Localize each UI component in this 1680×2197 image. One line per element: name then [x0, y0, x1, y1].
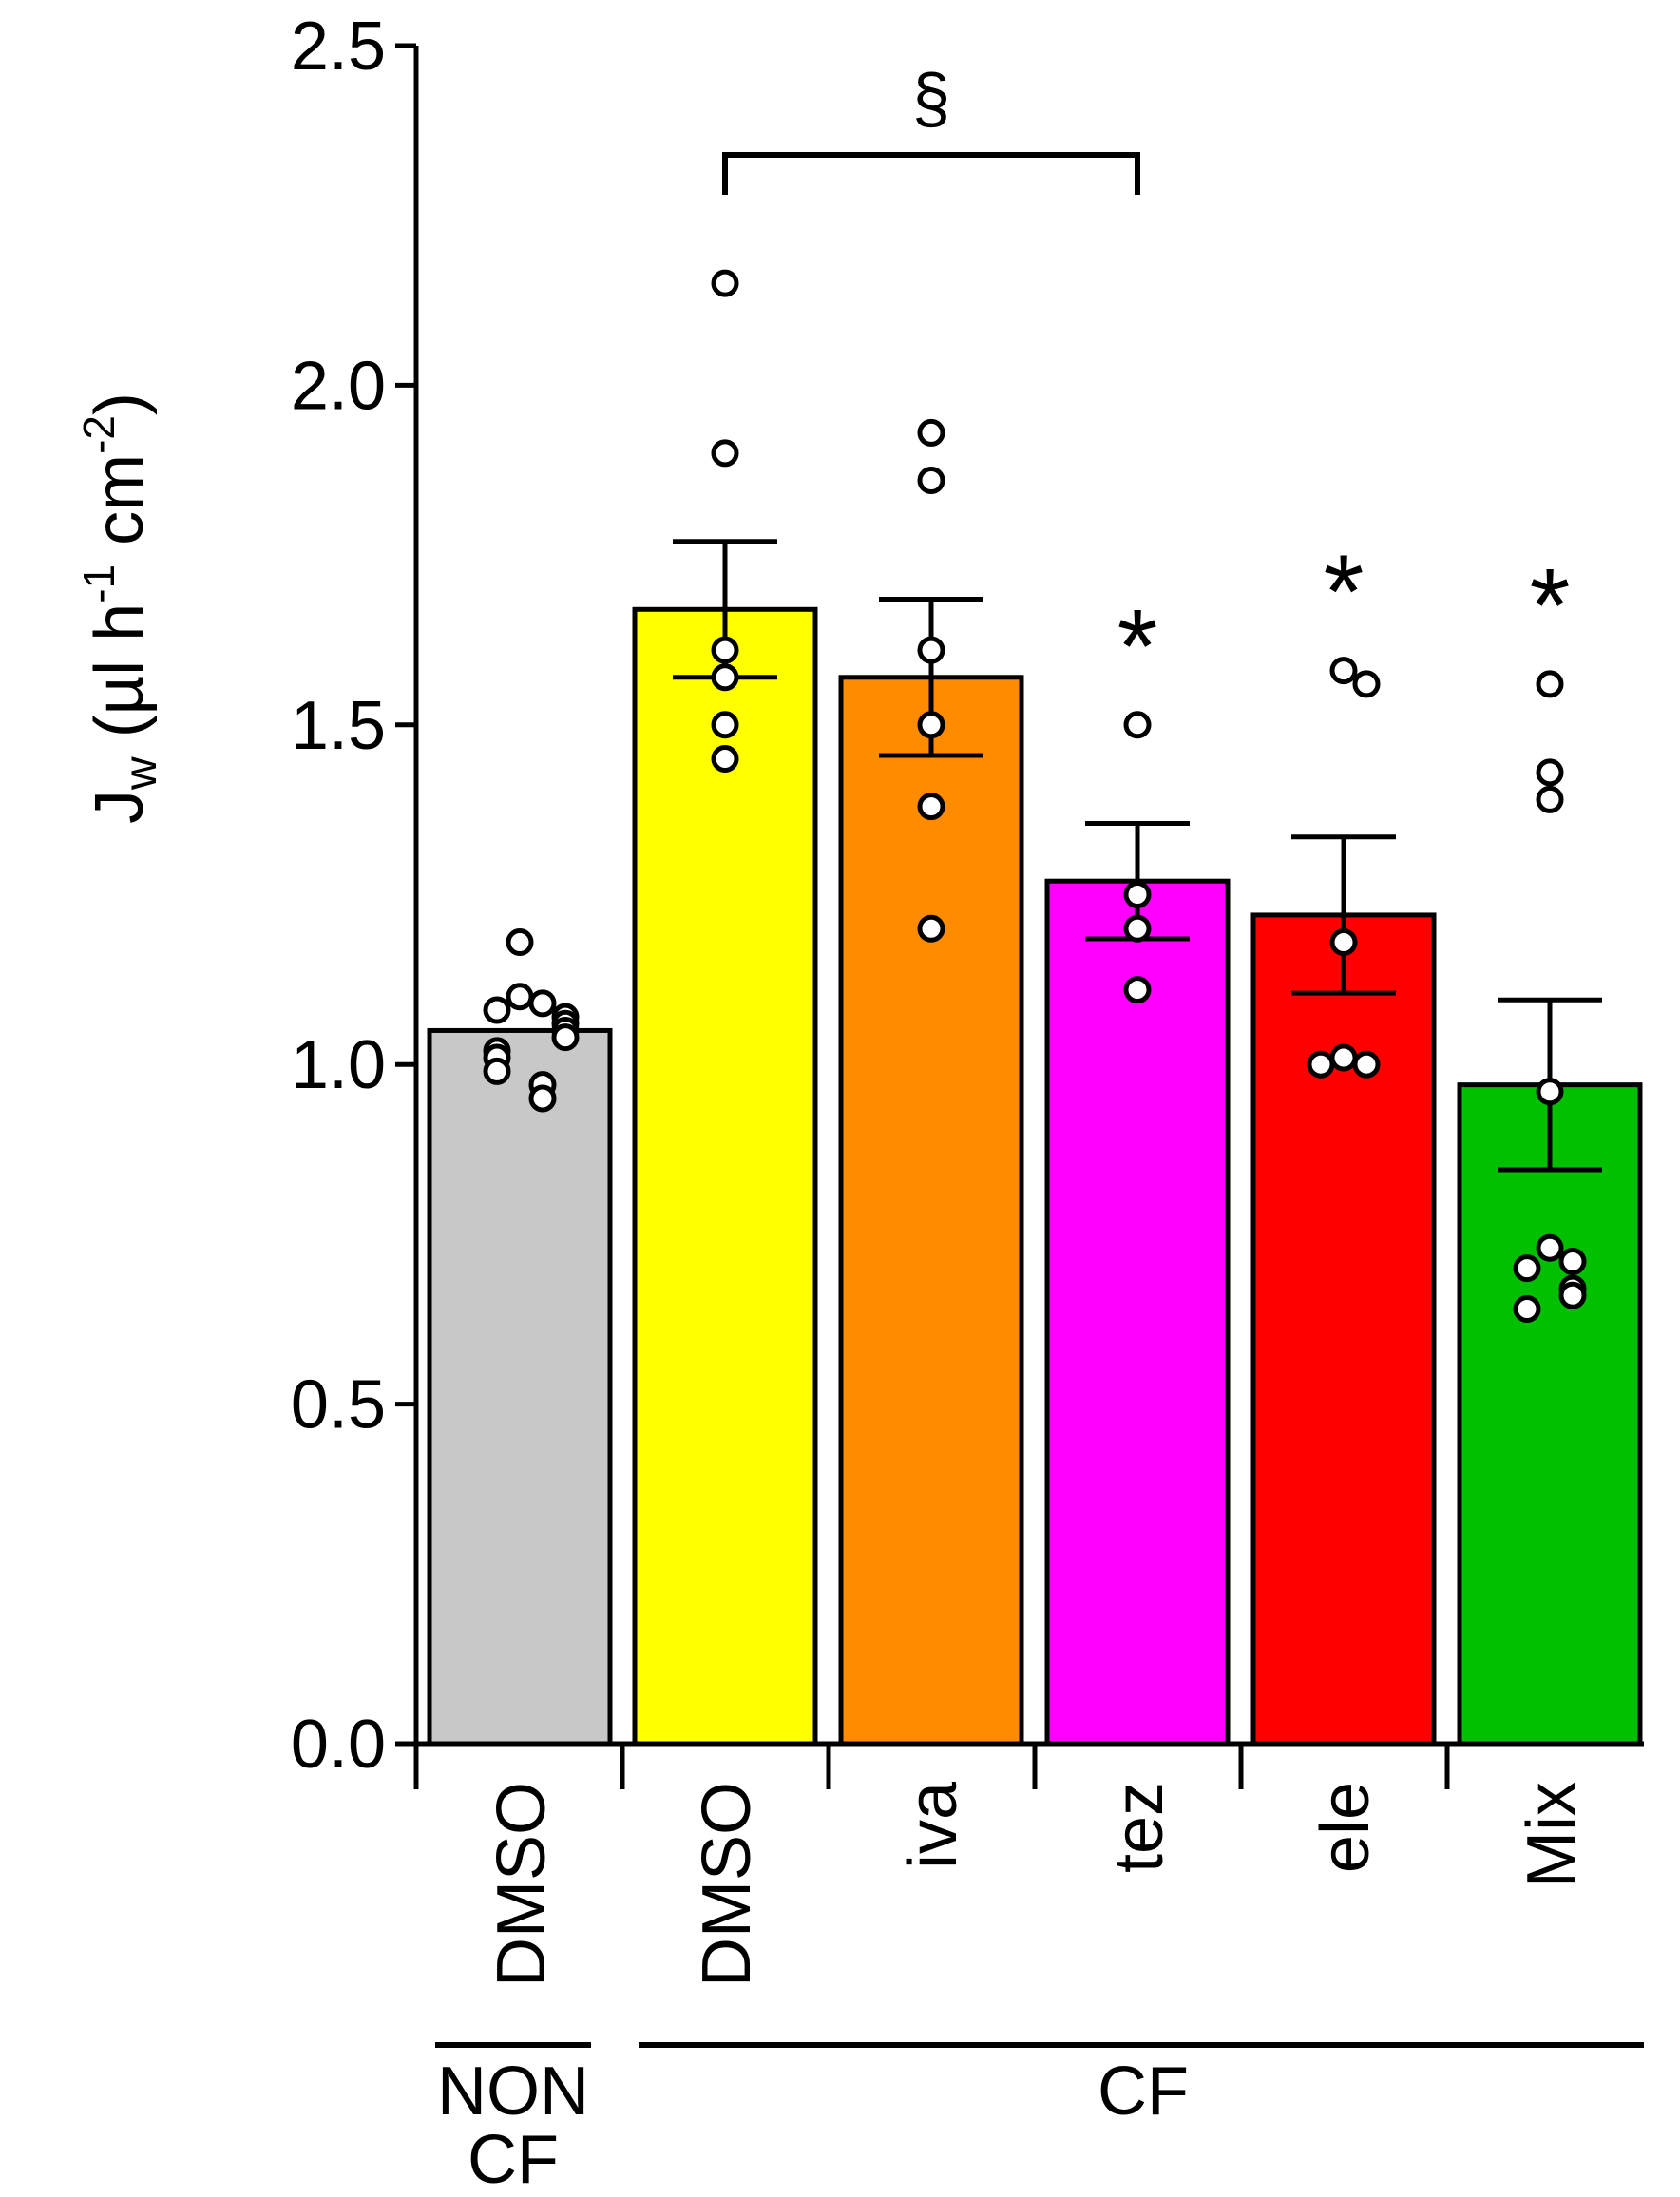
y-axis-title: Jw (µl h-1 cm-2): [74, 392, 166, 824]
data-point: [1536, 670, 1564, 698]
significance-bracket: [722, 152, 1140, 195]
x-category-label: ele: [1308, 1782, 1384, 1873]
data-point: [711, 439, 739, 468]
data-point: [1536, 1233, 1564, 1262]
bar: [1457, 1082, 1643, 1747]
data-point: [1558, 1281, 1587, 1309]
group-label: NON: [437, 2054, 589, 2130]
bar: [632, 606, 818, 1747]
bar: [427, 1027, 613, 1747]
data-point: [551, 1023, 580, 1052]
significance-star: *: [1530, 547, 1571, 664]
bar: [1250, 912, 1437, 1747]
y-tick-label: 2.0: [291, 348, 386, 424]
data-point: [1513, 1254, 1541, 1283]
data-point: [1329, 657, 1358, 685]
y-tick-label: 0.5: [291, 1367, 386, 1443]
bar: [1044, 878, 1231, 1747]
data-point: [1352, 670, 1381, 698]
x-category-label: iva: [895, 1781, 971, 1869]
data-point: [917, 914, 945, 943]
data-point: [917, 793, 945, 821]
data-point: [711, 663, 739, 692]
data-point: [1536, 758, 1564, 787]
data-point: [917, 711, 945, 739]
data-point: [917, 466, 945, 494]
data-point: [1352, 1050, 1381, 1079]
data-point: [506, 928, 534, 957]
data-point: [483, 996, 511, 1024]
data-point: [483, 1057, 511, 1085]
data-point: [711, 269, 739, 297]
x-category-label: tez: [1101, 1782, 1177, 1873]
data-point: [1536, 1078, 1564, 1106]
data-point: [917, 636, 945, 664]
data-point: [1513, 1295, 1541, 1324]
data-point: [711, 636, 739, 664]
y-tick-label: 2.5: [291, 9, 386, 85]
significance-star: *: [1324, 534, 1365, 651]
bar: [838, 675, 1024, 1747]
data-point: [1307, 1050, 1335, 1079]
data-point: [1536, 785, 1564, 813]
data-point: [1123, 976, 1152, 1004]
data-point: [1123, 711, 1152, 739]
data-point: [1123, 914, 1152, 943]
group-label: CF: [1098, 2054, 1189, 2130]
data-point: [528, 1084, 557, 1113]
data-point: [506, 983, 534, 1011]
data-point: [917, 418, 945, 447]
data-point: [528, 989, 557, 1018]
x-category-label: DMSO: [484, 1782, 560, 1987]
y-tick-label: 1.0: [291, 1027, 386, 1103]
x-category-label: Mix: [1514, 1782, 1590, 1888]
y-tick-label: 1.5: [291, 688, 386, 764]
bracket-label: §: [912, 61, 950, 137]
significance-star: *: [1117, 588, 1158, 705]
x-category-label: DMSO: [689, 1782, 765, 1987]
data-point: [1329, 928, 1358, 957]
data-point: [711, 745, 739, 774]
y-tick-label: 0.0: [291, 1707, 386, 1783]
data-point: [711, 711, 739, 739]
data-point: [1123, 881, 1152, 908]
svg-text:Jw (µl h-1 cm-2): Jw (µl h-1 cm-2): [74, 392, 166, 824]
data-point: [1558, 1247, 1587, 1275]
group-label: CF: [468, 2122, 559, 2197]
data-point: [1329, 1043, 1358, 1072]
